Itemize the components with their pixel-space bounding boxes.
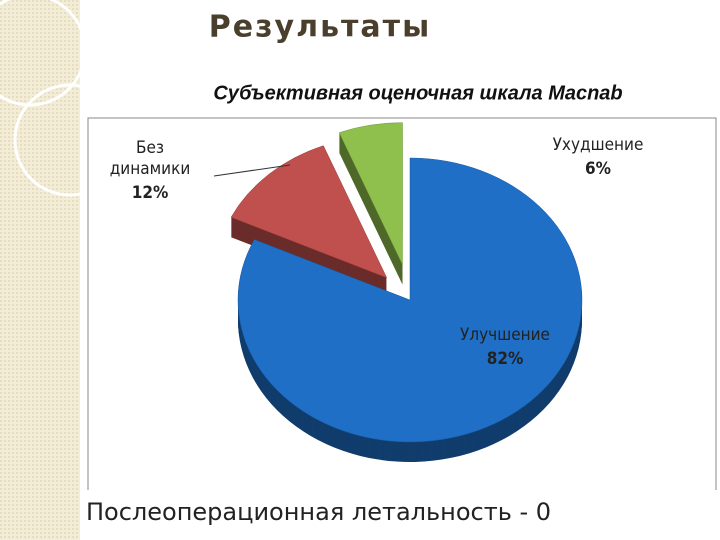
slice bbox=[338, 122, 403, 265]
slice-label: Без динамики 12% bbox=[110, 138, 191, 203]
note: Послеоперационная летальность - 0 bbox=[86, 498, 551, 526]
slice-label: Улучшение 82% bbox=[460, 325, 550, 369]
value-label: 6% bbox=[585, 159, 611, 179]
slice bbox=[230, 145, 388, 279]
category-label: Ухудшение bbox=[553, 135, 644, 155]
chart-title: Субъективная оценочная шкала Macnab bbox=[213, 82, 622, 104]
category-line: динамики bbox=[110, 159, 191, 179]
category-line: Без bbox=[136, 138, 164, 158]
side-stripe bbox=[0, 0, 80, 540]
slide-title: Результаты bbox=[209, 10, 431, 45]
value-label: 12% bbox=[132, 183, 169, 203]
category-line: Ухудшение bbox=[553, 135, 644, 155]
pie: Улучшение 82% Без динамики 12% Ухудшение 6% bbox=[110, 122, 644, 462]
deco-circle bbox=[0, 0, 87, 107]
category-label: Без динамики bbox=[110, 138, 191, 179]
slice-label: Ухудшение 6% bbox=[553, 135, 644, 179]
value-label: 82% bbox=[487, 349, 524, 369]
leader-line bbox=[213, 164, 291, 177]
note-bg bbox=[80, 490, 720, 540]
category-line: Улучшение bbox=[460, 325, 550, 345]
slice bbox=[237, 157, 583, 443]
category-label: Улучшение bbox=[460, 325, 550, 345]
